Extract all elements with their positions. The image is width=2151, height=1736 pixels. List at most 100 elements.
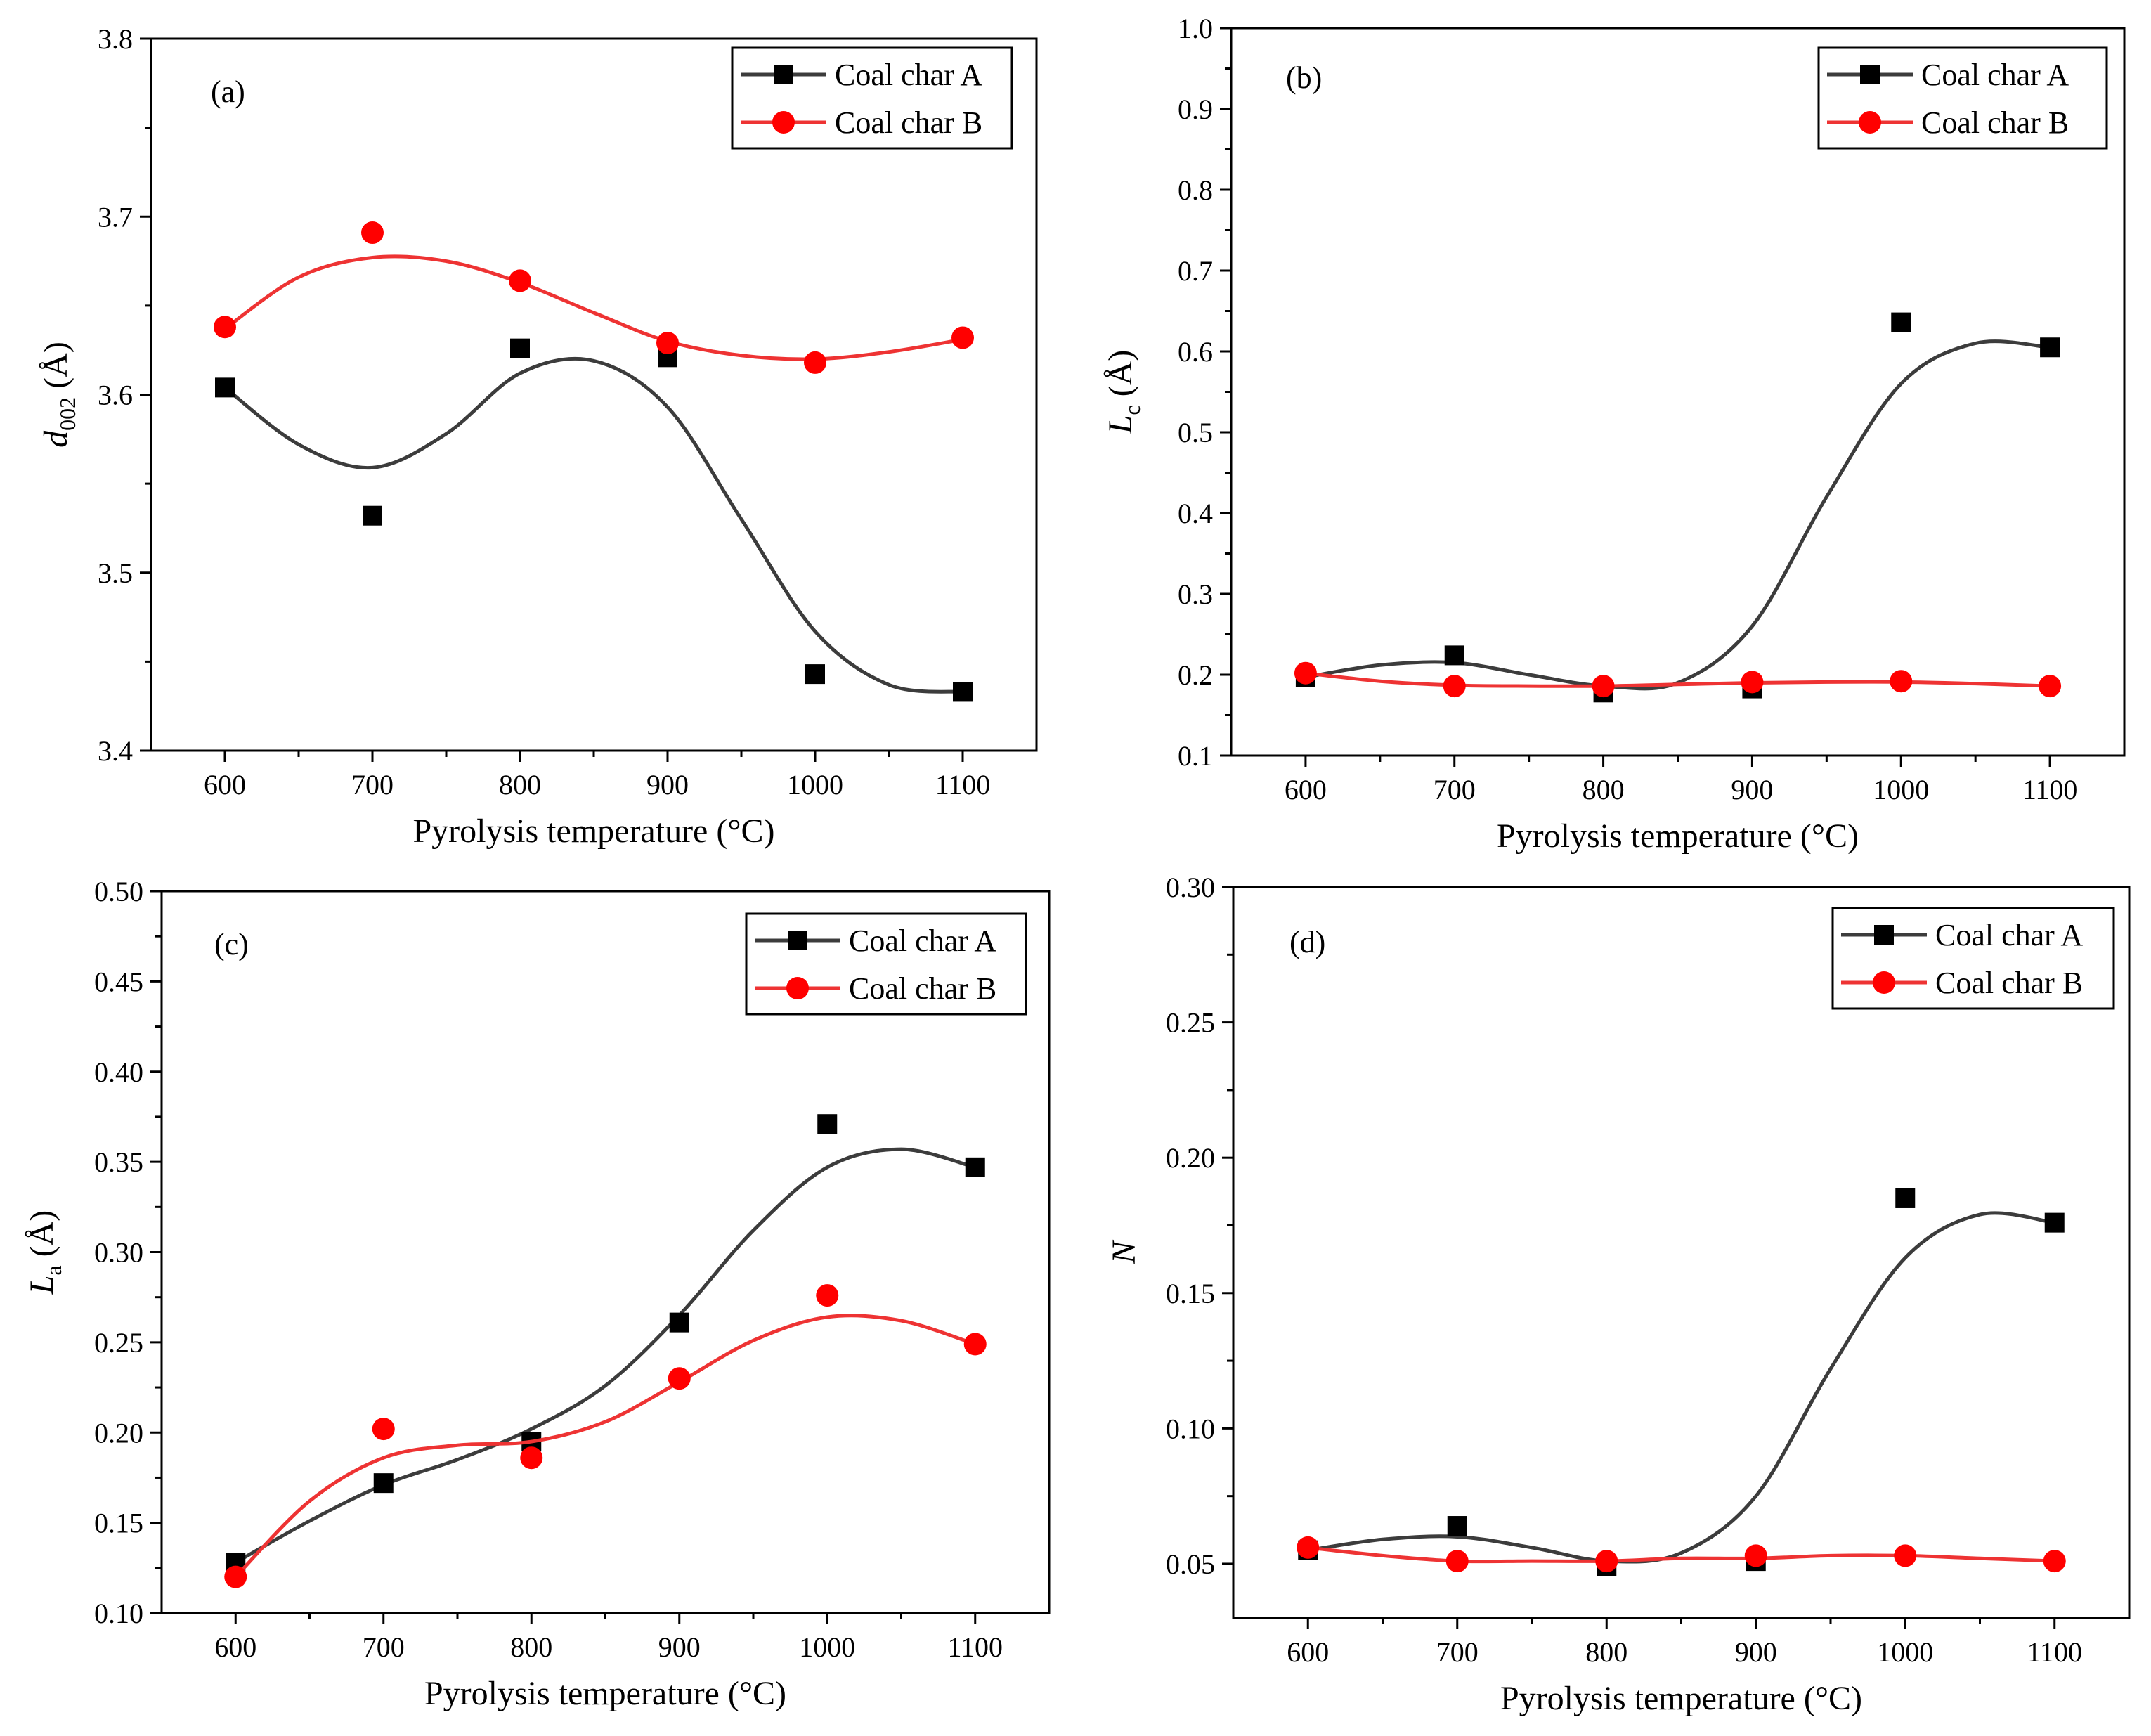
legend-label: Coal char B	[1921, 105, 2069, 140]
legend-marker-circle	[1859, 111, 1881, 134]
series-line-a	[235, 1147, 976, 1565]
data-point-a	[1895, 1188, 1916, 1208]
data-point-a	[1891, 312, 1911, 332]
panel-label: (b)	[1286, 60, 1322, 95]
series-line-a	[1307, 1211, 2055, 1564]
data-point-a	[510, 338, 530, 358]
data-point-a	[965, 1157, 985, 1177]
y-tick-label: 0.3	[1178, 578, 1213, 610]
x-tick-label: 1000	[1877, 1636, 1933, 1668]
y-tick-label: 0.1	[1178, 740, 1213, 772]
data-point-a	[1444, 645, 1464, 666]
data-point-a	[2040, 337, 2060, 358]
y-tick-label: 0.25	[94, 1327, 143, 1359]
data-point-b	[804, 351, 826, 374]
data-point-b	[951, 326, 974, 349]
data-point-a	[215, 377, 235, 398]
x-axis-title: Pyrolysis temperature (°C)	[424, 1675, 786, 1712]
y-tick-label: 0.30	[94, 1237, 143, 1269]
series-line-b	[223, 254, 963, 361]
y-tick-label: 0.40	[94, 1056, 143, 1088]
panel-label: (d)	[1289, 925, 1325, 959]
data-point-b	[1744, 1544, 1767, 1567]
y-tick-label: 0.50	[94, 876, 143, 907]
y-axis-title: Lc (Å)	[1102, 350, 1145, 435]
y-tick-label: 0.6	[1178, 336, 1213, 368]
y-axis-title-symbol: N	[1105, 1239, 1143, 1264]
y-tick-label: 0.10	[94, 1598, 143, 1629]
data-point-a	[2044, 1212, 2065, 1233]
legend-marker-square	[1860, 65, 1880, 84]
data-point-b	[224, 1565, 247, 1588]
data-point-b	[2039, 675, 2062, 698]
y-tick-label: 3.4	[98, 735, 133, 767]
data-point-a	[1447, 1516, 1467, 1536]
series-line-a	[1305, 339, 2051, 691]
legend-marker-circle	[772, 111, 795, 134]
y-axis-title-subscript: a	[41, 1265, 66, 1275]
x-tick-label: 600	[1287, 1636, 1329, 1668]
y-tick-label: 3.5	[98, 557, 133, 589]
y-tick-label: 0.8	[1178, 174, 1213, 206]
data-point-b	[1297, 1536, 1320, 1559]
legend: Coal char A Coal char B	[745, 912, 1027, 1016]
y-tick-label: 0.25	[1166, 1007, 1215, 1039]
y-tick-label: 0.05	[1166, 1548, 1215, 1580]
data-point-b	[509, 269, 531, 292]
data-point-b	[2043, 1550, 2066, 1573]
data-point-b	[361, 221, 384, 245]
x-axis-title: Pyrolysis temperature (°C)	[1497, 817, 1859, 855]
data-point-b	[1592, 675, 1615, 698]
x-tick-label: 600	[204, 769, 246, 801]
legend-label: Coal char A	[849, 924, 996, 958]
data-point-b	[1445, 1550, 1469, 1573]
y-axis-title-subscript: c	[1119, 405, 1145, 415]
x-tick-label: 600	[214, 1631, 256, 1663]
x-axis-title: Pyrolysis temperature (°C)	[412, 812, 774, 850]
y-tick-label: 3.8	[98, 23, 133, 55]
x-tick-label: 800	[510, 1631, 552, 1663]
legend: Coal char A Coal char B	[1817, 46, 2108, 150]
data-point-b	[520, 1446, 543, 1470]
data-point-b	[372, 1418, 395, 1441]
y-tick-label: 0.15	[1166, 1278, 1215, 1309]
x-tick-label: 700	[1434, 774, 1476, 805]
x-tick-label: 700	[363, 1631, 405, 1663]
data-point-b	[1294, 661, 1317, 685]
x-tick-label: 900	[646, 769, 689, 801]
x-tick-label: 1000	[799, 1631, 855, 1663]
data-point-b	[1443, 675, 1466, 698]
y-tick-label: 1.0	[1178, 13, 1213, 44]
x-tick-label: 1100	[935, 769, 991, 801]
x-tick-label: 1000	[787, 769, 843, 801]
y-axis-title-symbol: d	[37, 430, 74, 448]
legend-label: Coal char B	[835, 105, 982, 140]
data-point-a	[363, 505, 382, 526]
data-point-b	[214, 316, 236, 339]
series-line-a	[223, 356, 963, 694]
chart-panel-d: 600 700 800 900 1000 1100 0.05 0.10 0.15 0.20 0.25…	[1105, 872, 2131, 1717]
series-line-b	[1305, 671, 2051, 688]
y-tick-label: 3.6	[98, 380, 133, 411]
y-axis-title: La (Å)	[23, 1210, 66, 1295]
data-point-b	[1894, 1544, 1917, 1567]
x-tick-label: 900	[658, 1631, 701, 1663]
y-tick-label: 0.4	[1178, 498, 1213, 529]
panel-label: (c)	[214, 927, 249, 961]
data-point-a	[669, 1312, 689, 1333]
y-tick-label: 0.7	[1178, 255, 1213, 287]
y-tick-label: 0.15	[94, 1508, 143, 1539]
legend: Coal char A Coal char B	[1831, 907, 2115, 1010]
y-tick-label: 0.30	[1166, 872, 1215, 903]
x-tick-label: 800	[1583, 774, 1625, 805]
y-tick-label: 0.20	[94, 1417, 143, 1449]
data-point-b	[1595, 1550, 1618, 1573]
legend-marker-circle	[786, 977, 809, 999]
x-tick-label: 900	[1731, 774, 1773, 805]
y-tick-label: 0.35	[94, 1146, 143, 1178]
legend-label: Coal char B	[1935, 966, 2083, 1000]
legend-marker-circle	[1873, 971, 1895, 994]
x-tick-label: 600	[1285, 774, 1327, 805]
y-axis-title-symbol: L	[23, 1276, 60, 1295]
